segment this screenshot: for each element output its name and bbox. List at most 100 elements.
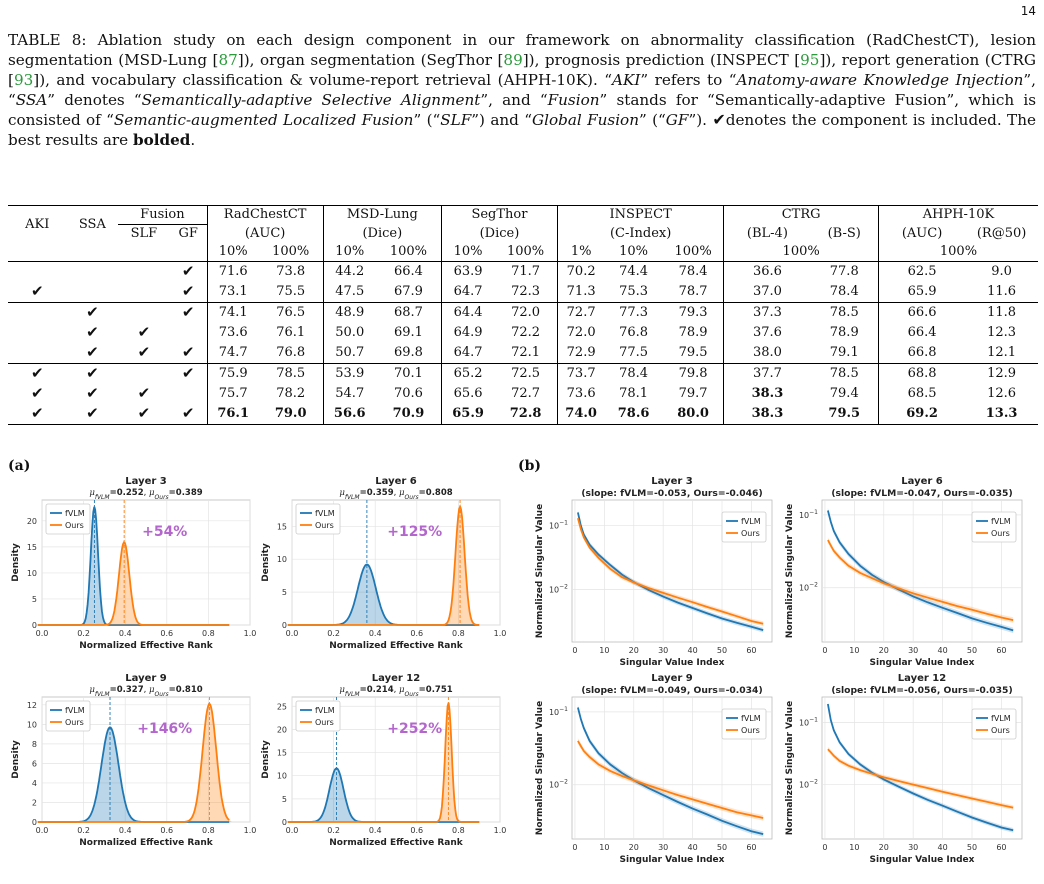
legend-label: Ours — [741, 529, 760, 538]
table-cell: 12.3 — [987, 325, 1017, 340]
table-cell: 73.6 — [206, 323, 259, 343]
y-tick-label: 10−1 — [549, 706, 568, 717]
header-percent: 100% — [723, 243, 879, 262]
band-ours — [577, 515, 764, 627]
table-row: ✔ ✔ ✔ 75.7 78.2 54.7 70.6 65.6 72.7 73.6 78.1 79.7 3… — [8, 384, 1038, 404]
table-cell: 79.5 — [810, 404, 879, 425]
table-row: ✔ ✔ ✔ ✔ 76.1 79.0 56.6 70.9 65.9 72.8 74.0 78.6 80.0… — [8, 404, 1038, 425]
cell-aki: ✔ — [8, 282, 67, 303]
y-axis-label: Normalized Singular Value — [535, 504, 545, 638]
caption-term: Semantic-augmented Localized Fusion — [113, 111, 414, 129]
table-cell: 66.8 — [877, 343, 966, 364]
density-curve-ours — [37, 702, 230, 823]
tick-exponent: −2 — [559, 779, 568, 786]
table-cell: 56.6 — [322, 404, 376, 425]
table-cell: 79.7 — [678, 386, 708, 401]
y-tick-label: 2 — [32, 798, 37, 807]
table-cell: 78.9 — [829, 325, 859, 340]
check-mark-icon: ✔ — [137, 384, 151, 402]
caption-text: ”, and “ — [480, 91, 548, 109]
cell-slf — [118, 261, 170, 282]
table-cell: 71.6 — [206, 261, 259, 282]
density-curve-ours — [37, 540, 230, 626]
y-tick-label: 0 — [32, 818, 37, 827]
table-cell: 78.9 — [678, 325, 708, 340]
cell-slf: ✔ — [118, 404, 170, 425]
table-cell: 78.5 — [258, 363, 324, 384]
citation-link[interactable]: 95 — [800, 51, 820, 69]
check-mark-icon: ✔ — [31, 364, 44, 382]
header-metric: (BL-4) — [723, 224, 811, 243]
check-mark-icon: ✔ — [181, 262, 195, 280]
series-line-ours — [577, 517, 764, 625]
table-cell: 71.7 — [494, 261, 558, 282]
x-tick-label: 60 — [996, 843, 1006, 852]
x-tick-label: 0.0 — [286, 826, 299, 835]
chart-subtitle: μfVLM=0.214, μOurs=0.751 — [339, 685, 452, 698]
table-cell: 78.4 — [662, 261, 724, 282]
table-cell: 64.7 — [440, 282, 495, 303]
x-tick-label: 40 — [937, 646, 947, 655]
table-cell: 73.1 — [206, 282, 259, 303]
cell-ssa — [66, 261, 119, 282]
table-cell: 72.7 — [511, 386, 541, 401]
tick-base: 10 — [799, 511, 809, 520]
table-cell: 12.1 — [987, 345, 1017, 360]
caption-term: Anatomy-aware Knowledge Injection — [736, 71, 1024, 89]
mu-symbol: μ — [399, 685, 405, 695]
chart-title: Layer 12 — [898, 673, 946, 684]
table-cell: 78.4 — [829, 284, 859, 299]
caption-text: ” stands for “Semantically-adaptive Fusi… — [8, 91, 1036, 129]
table-cell: 77.5 — [619, 345, 649, 360]
caption-text: ”). — [688, 111, 713, 129]
chart-title: Layer 3 — [651, 476, 693, 487]
x-tick-label: 0 — [822, 843, 827, 852]
citation-link[interactable]: 93 — [13, 71, 34, 89]
tick-base: 10 — [799, 584, 809, 593]
table-row: ✔ ✔ ✔ 74.7 76.8 50.7 69.8 64.7 72.1 72.9 77.5 79.5 3… — [8, 343, 1038, 364]
legend-label: fVLM — [65, 706, 85, 715]
x-tick-label: 50 — [717, 646, 727, 655]
table-cell: 65.2 — [440, 363, 495, 384]
x-tick-label: 10 — [849, 843, 859, 852]
legend-label: Ours — [991, 529, 1010, 538]
x-tick-label: 50 — [967, 646, 977, 655]
cell-slf: ✔ — [118, 384, 170, 404]
x-tick-label: 40 — [687, 646, 697, 655]
cell-ssa: ✔ — [67, 384, 119, 404]
caption-term: SSA — [15, 91, 48, 109]
citation-link[interactable]: 89 — [503, 51, 523, 69]
header-percent: 1% — [556, 243, 605, 262]
y-tick-label: 10−1 — [549, 519, 568, 530]
chart-title: Layer 6 — [375, 476, 417, 487]
tick-base: 10 — [799, 719, 809, 728]
table-cell: 72.3 — [511, 284, 541, 299]
chart-subtitle: (slope: fVLM=-0.056, Ours=-0.035) — [831, 685, 1012, 696]
x-axis-label: Singular Value Index — [620, 855, 725, 865]
separator: , — [144, 488, 149, 498]
chart-subtitle: (slope: fVLM=-0.053, Ours=-0.046) — [581, 488, 762, 499]
page-number: 14 — [1020, 4, 1036, 18]
x-tick-label: 1.0 — [244, 826, 257, 835]
tick-base: 10 — [799, 780, 809, 789]
caption-text: ” refers to “ — [640, 71, 737, 89]
cell-ssa: ✔ — [66, 302, 119, 323]
table-cell: 64.7 — [440, 343, 495, 364]
legend-label: Ours — [741, 726, 760, 735]
x-tick-label: 0.6 — [410, 826, 423, 835]
table-cell: 74.4 — [604, 261, 663, 282]
citation-link[interactable]: 87 — [218, 51, 238, 69]
table-cell: 72.8 — [494, 404, 558, 425]
tick-base: 10 — [549, 585, 559, 594]
series-line-fvlm — [577, 707, 764, 835]
caption-term: GF — [665, 111, 689, 129]
series-line-ours — [827, 748, 1014, 809]
tick-exponent: −1 — [809, 717, 818, 724]
tick-exponent: −1 — [559, 706, 568, 713]
table-row: ✔ ✔ ✔ 75.9 78.5 53.9 70.1 65.2 72.5 73.7 78.4 79.8 3… — [8, 363, 1038, 384]
mu-symbol: μ — [399, 488, 405, 498]
caption-text: ” (“ — [638, 111, 666, 129]
